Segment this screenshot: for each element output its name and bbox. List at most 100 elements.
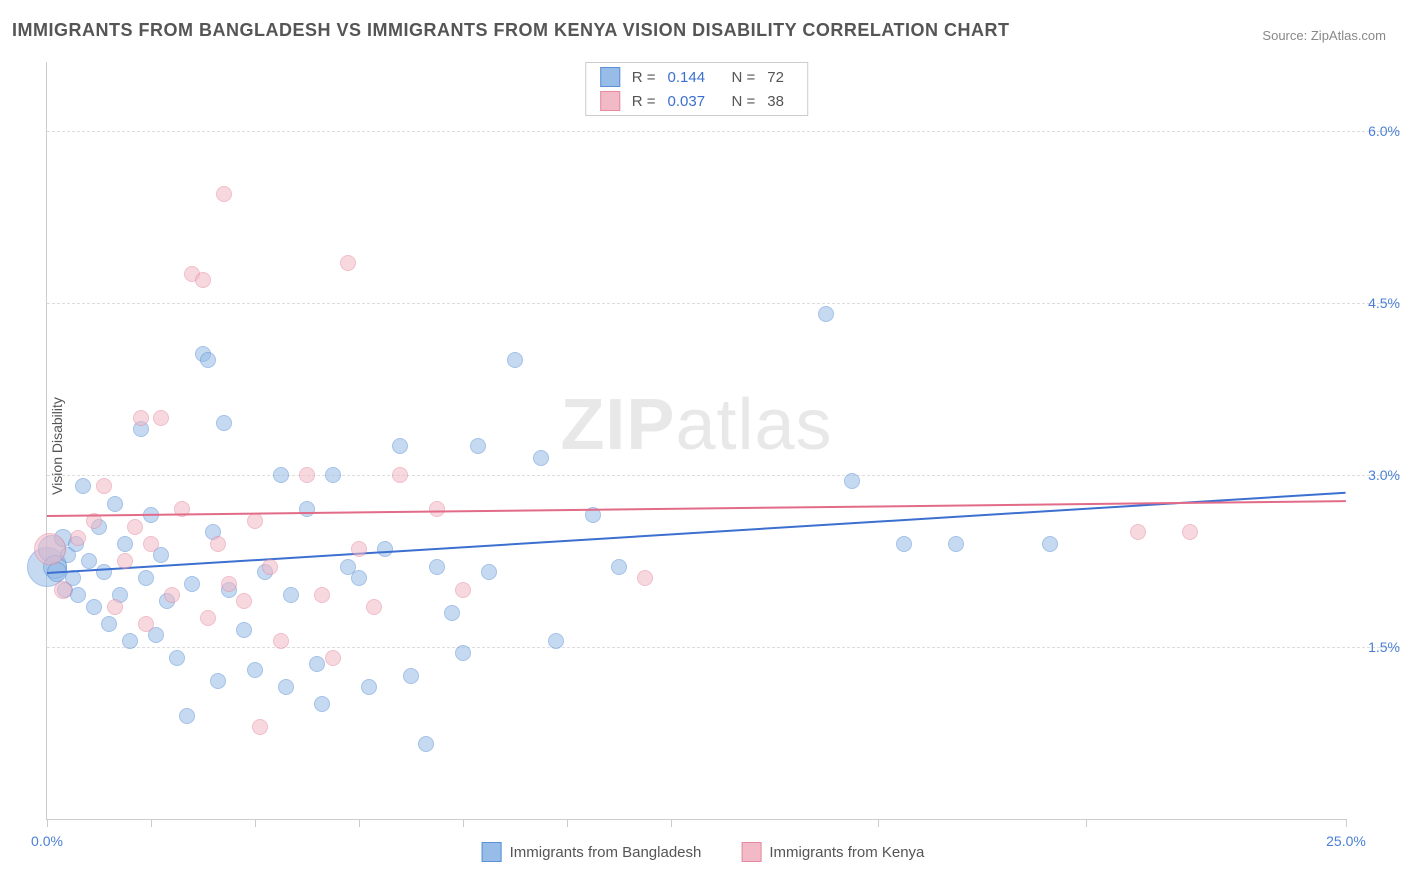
chart-title: IMMIGRANTS FROM BANGLADESH VS IMMIGRANTS…	[12, 20, 1010, 41]
data-point	[366, 599, 382, 615]
data-point	[107, 599, 123, 615]
data-point	[247, 513, 263, 529]
data-point	[143, 536, 159, 552]
ytick-label: 6.0%	[1352, 123, 1400, 139]
data-point	[351, 541, 367, 557]
data-point	[325, 467, 341, 483]
data-point	[351, 570, 367, 586]
data-point	[138, 570, 154, 586]
r-value-kenya: 0.037	[668, 93, 720, 110]
watermark: ZIPatlas	[560, 384, 832, 466]
xtick	[47, 819, 48, 827]
trendline	[47, 492, 1346, 574]
data-point	[948, 536, 964, 552]
data-point	[325, 650, 341, 666]
data-point	[314, 587, 330, 603]
data-point	[392, 467, 408, 483]
data-point	[283, 587, 299, 603]
data-point	[273, 467, 289, 483]
data-point	[444, 605, 460, 621]
ytick-label: 4.5%	[1352, 295, 1400, 311]
data-point	[844, 473, 860, 489]
trendline	[47, 500, 1346, 517]
xtick	[567, 819, 568, 827]
data-point	[153, 410, 169, 426]
data-point	[117, 536, 133, 552]
data-point	[896, 536, 912, 552]
data-point	[164, 587, 180, 603]
series-legend: Immigrants from Bangladesh Immigrants fr…	[482, 842, 925, 862]
legend-row-bangladesh: R = 0.144 N = 72	[586, 65, 808, 89]
data-point	[533, 450, 549, 466]
data-point	[1042, 536, 1058, 552]
xtick	[359, 819, 360, 827]
data-point	[117, 553, 133, 569]
n-value-bangladesh: 72	[767, 69, 793, 86]
r-value-bangladesh: 0.144	[668, 69, 720, 86]
gridline	[47, 131, 1400, 132]
gridline	[47, 475, 1400, 476]
data-point	[611, 559, 627, 575]
data-point	[262, 559, 278, 575]
data-point	[169, 650, 185, 666]
legend-row-kenya: R = 0.037 N = 38	[586, 89, 808, 113]
xtick	[671, 819, 672, 827]
data-point	[210, 536, 226, 552]
xtick	[878, 819, 879, 827]
watermark-bold: ZIP	[560, 385, 675, 465]
data-point	[221, 576, 237, 592]
data-point	[101, 616, 117, 632]
data-point	[392, 438, 408, 454]
data-point	[470, 438, 486, 454]
data-point	[818, 306, 834, 322]
data-point	[1182, 524, 1198, 540]
data-point	[455, 645, 471, 661]
data-point	[216, 186, 232, 202]
data-point	[34, 533, 66, 565]
ytick-label: 1.5%	[1352, 639, 1400, 655]
data-point	[507, 352, 523, 368]
data-point	[637, 570, 653, 586]
data-point	[54, 581, 72, 599]
legend-item-bangladesh: Immigrants from Bangladesh	[482, 842, 702, 862]
data-point	[247, 662, 263, 678]
data-point	[127, 519, 143, 535]
data-point	[309, 656, 325, 672]
watermark-rest: atlas	[675, 385, 832, 465]
gridline	[47, 303, 1400, 304]
data-point	[455, 582, 471, 598]
legend-swatch-icon	[741, 842, 761, 862]
data-point	[481, 564, 497, 580]
data-point	[96, 478, 112, 494]
data-point	[340, 255, 356, 271]
data-point	[548, 633, 564, 649]
data-point	[179, 708, 195, 724]
xtick	[151, 819, 152, 827]
n-label: N =	[732, 93, 756, 110]
data-point	[403, 668, 419, 684]
data-point	[184, 576, 200, 592]
data-point	[70, 587, 86, 603]
r-label: R =	[632, 93, 656, 110]
chart-container: IMMIGRANTS FROM BANGLADESH VS IMMIGRANTS…	[0, 0, 1406, 892]
xtick	[463, 819, 464, 827]
data-point	[314, 696, 330, 712]
data-point	[1130, 524, 1146, 540]
data-point	[70, 530, 86, 546]
data-point	[273, 633, 289, 649]
x-label-left: 0.0%	[31, 833, 63, 849]
xtick	[255, 819, 256, 827]
legend-swatch-bangladesh	[600, 67, 620, 87]
source-value: ZipAtlas.com	[1311, 28, 1386, 43]
data-point	[236, 593, 252, 609]
data-point	[299, 467, 315, 483]
legend-label-kenya: Immigrants from Kenya	[769, 844, 924, 861]
data-point	[429, 501, 445, 517]
xtick	[1346, 819, 1347, 827]
source-attribution: Source: ZipAtlas.com	[1262, 28, 1386, 43]
data-point	[200, 610, 216, 626]
xtick	[1086, 819, 1087, 827]
data-point	[200, 352, 216, 368]
x-label-right: 25.0%	[1326, 833, 1366, 849]
ytick-label: 3.0%	[1352, 467, 1400, 483]
